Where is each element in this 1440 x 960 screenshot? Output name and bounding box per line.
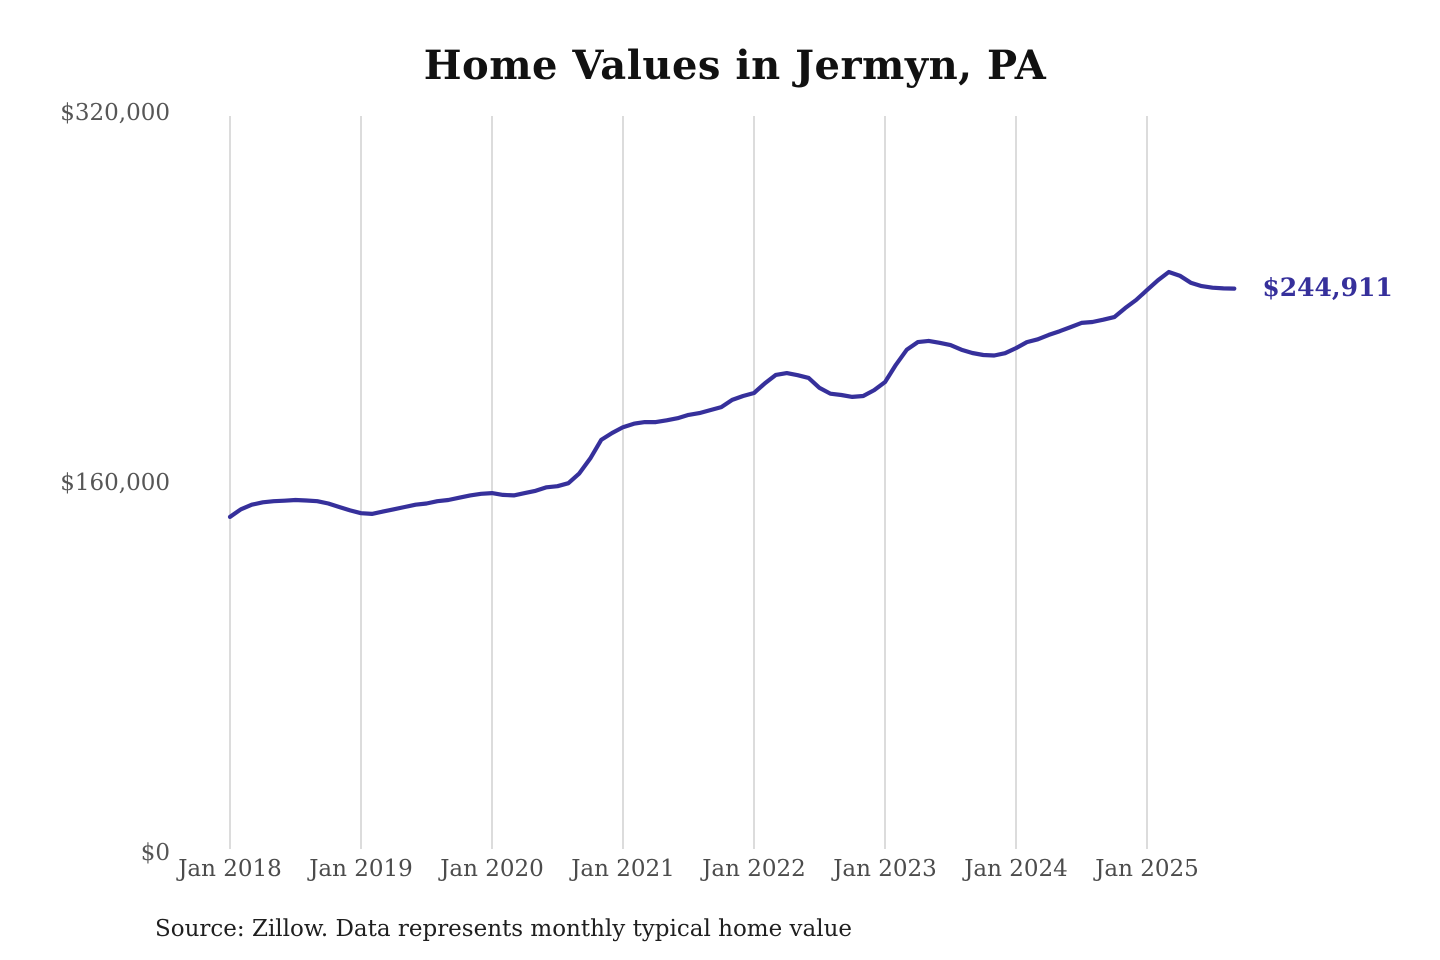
x-axis-label-jan-2019: Jan 2019 [309,856,413,882]
year-gridlines [229,116,1148,849]
x-axis-label-jan-2025: Jan 2025 [1095,856,1199,882]
x-axis-label-jan-2020: Jan 2020 [440,856,544,882]
source-note: Source: Zillow. Data represents monthly … [155,916,853,942]
x-axis-label-jan-2024: Jan 2024 [964,856,1068,882]
x-axis-label-jan-2018: Jan 2018 [178,856,282,882]
y-axis-label-160000: $160,000 [60,470,170,496]
home-value-line [227,269,1237,520]
x-axis-label-jan-2023: Jan 2023 [833,856,937,882]
y-axis-label-320000: $320,000 [60,100,170,126]
x-axis-label-jan-2021: Jan 2021 [571,856,675,882]
y-axis-label-0: $0 [140,840,170,866]
latest-value-label: $244,911 [1262,272,1393,302]
x-axis-label-jan-2022: Jan 2022 [702,856,806,882]
chart-title: Home Values in Jermyn, PA [423,42,1047,89]
home-value-series-line [227,269,1237,520]
